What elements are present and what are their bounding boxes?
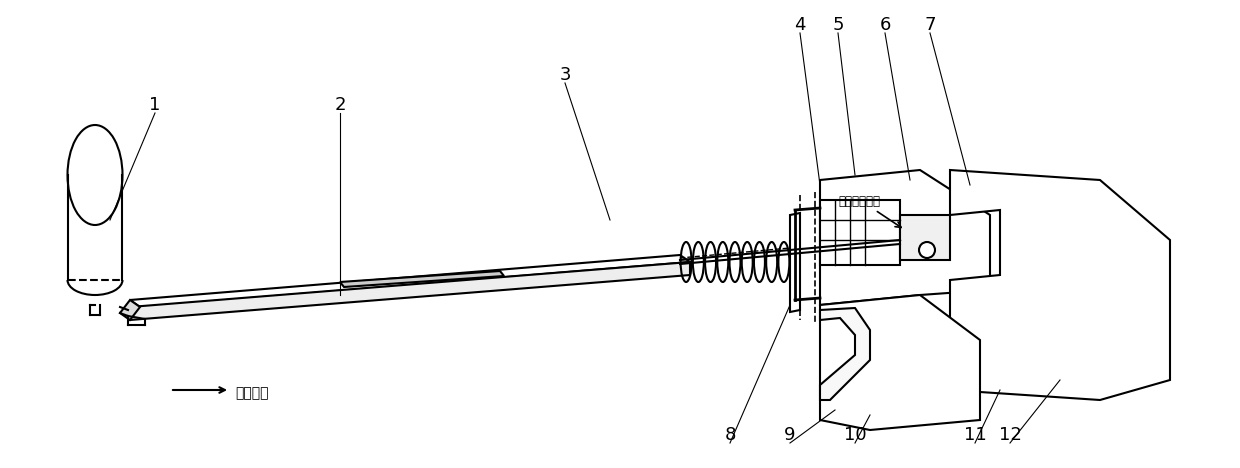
Polygon shape — [820, 295, 980, 430]
Text: 9: 9 — [784, 426, 796, 444]
Text: 7: 7 — [924, 16, 936, 34]
Text: 5: 5 — [832, 16, 843, 34]
Text: 2: 2 — [335, 96, 346, 114]
Polygon shape — [340, 271, 503, 287]
Circle shape — [919, 242, 935, 258]
Ellipse shape — [67, 125, 123, 225]
Polygon shape — [130, 255, 689, 307]
Polygon shape — [130, 262, 689, 320]
Text: 电磁开关动作: 电磁开关动作 — [838, 195, 880, 208]
Polygon shape — [120, 300, 140, 320]
Polygon shape — [950, 170, 1171, 400]
Bar — [820, 200, 900, 265]
Polygon shape — [820, 170, 990, 305]
Bar — [900, 215, 950, 260]
Polygon shape — [790, 213, 800, 312]
Text: 3: 3 — [559, 66, 570, 84]
Polygon shape — [820, 308, 870, 400]
Text: 11: 11 — [963, 426, 986, 444]
Text: 12: 12 — [998, 426, 1022, 444]
Text: 油量增加: 油量增加 — [236, 386, 269, 400]
Text: 1: 1 — [149, 96, 161, 114]
Text: 4: 4 — [795, 16, 806, 34]
Text: 10: 10 — [843, 426, 867, 444]
Text: 8: 8 — [724, 426, 735, 444]
Text: 6: 6 — [879, 16, 890, 34]
